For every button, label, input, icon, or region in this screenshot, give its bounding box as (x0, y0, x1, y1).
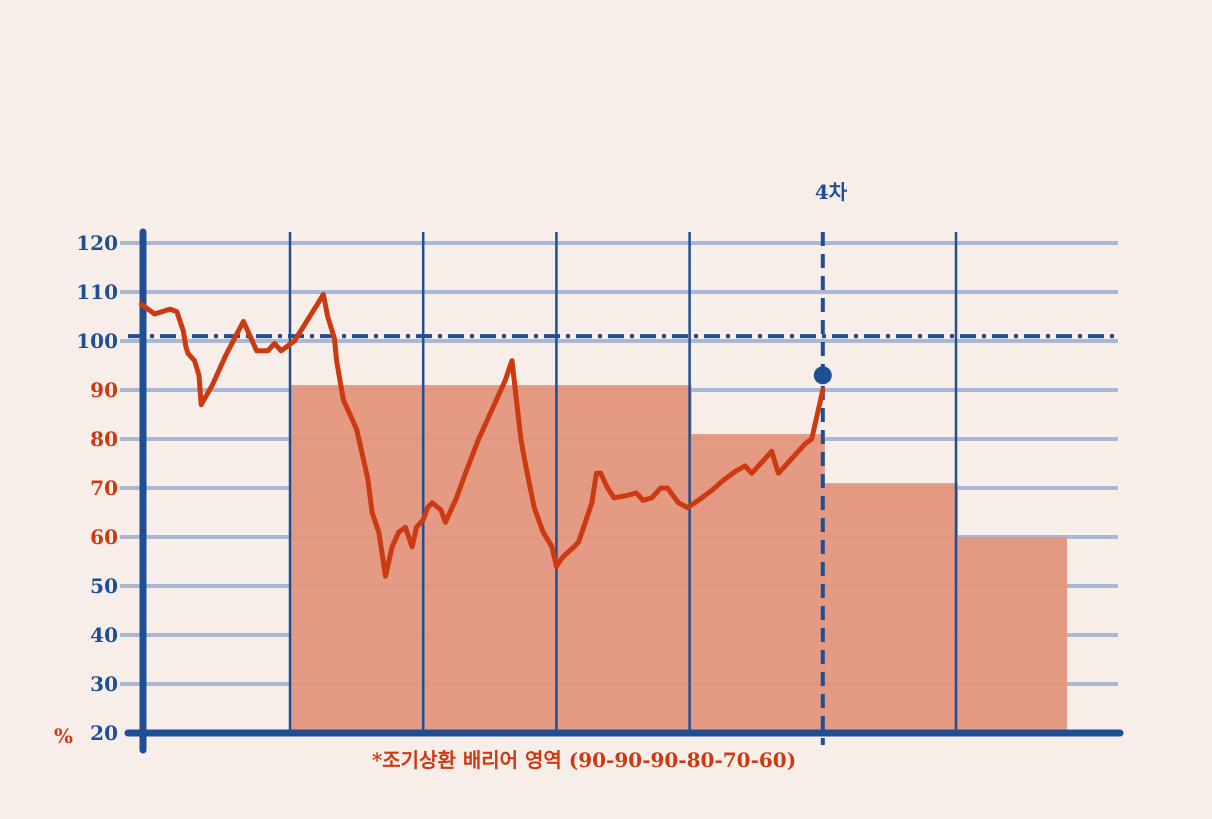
y-tick-label-70: 70 (90, 476, 118, 500)
series-group (138, 291, 826, 579)
y-tick-labels: 120 110 100 90 80 70 60 50 40 30 20 (76, 231, 118, 745)
y-tick-label-80: 80 (90, 427, 118, 451)
barrier-step-2 (423, 385, 559, 733)
barrier-caption: *조기상환 배리어 영역 (90-90-90-80-70-60) (372, 748, 796, 772)
barrier-step-3 (556, 385, 692, 733)
axes (124, 228, 1124, 754)
y-tick-label-60: 60 (90, 525, 118, 549)
observation-marker-label: 4차 (815, 180, 848, 204)
price-series-line-1 (138, 291, 826, 579)
y-tick-label-40: 40 (90, 623, 118, 647)
barrier-step-6 (956, 537, 1067, 733)
unit-label: % (54, 724, 73, 748)
y-tick-label-100: 100 (76, 329, 118, 353)
y-tick-label-110: 110 (76, 280, 118, 304)
period-boundaries (288, 232, 958, 745)
barrier-step-5 (822, 483, 958, 733)
y-tick-label-20: 20 (90, 721, 118, 745)
barrier-step-4 (689, 434, 825, 733)
y-tick-label-30: 30 (90, 672, 118, 696)
y-tick-label-120: 120 (76, 231, 118, 255)
observation-marker-point (813, 366, 832, 385)
marker-group (813, 366, 832, 385)
y-tick-label-50: 50 (90, 574, 118, 598)
y-tick-label-90: 90 (90, 378, 118, 402)
